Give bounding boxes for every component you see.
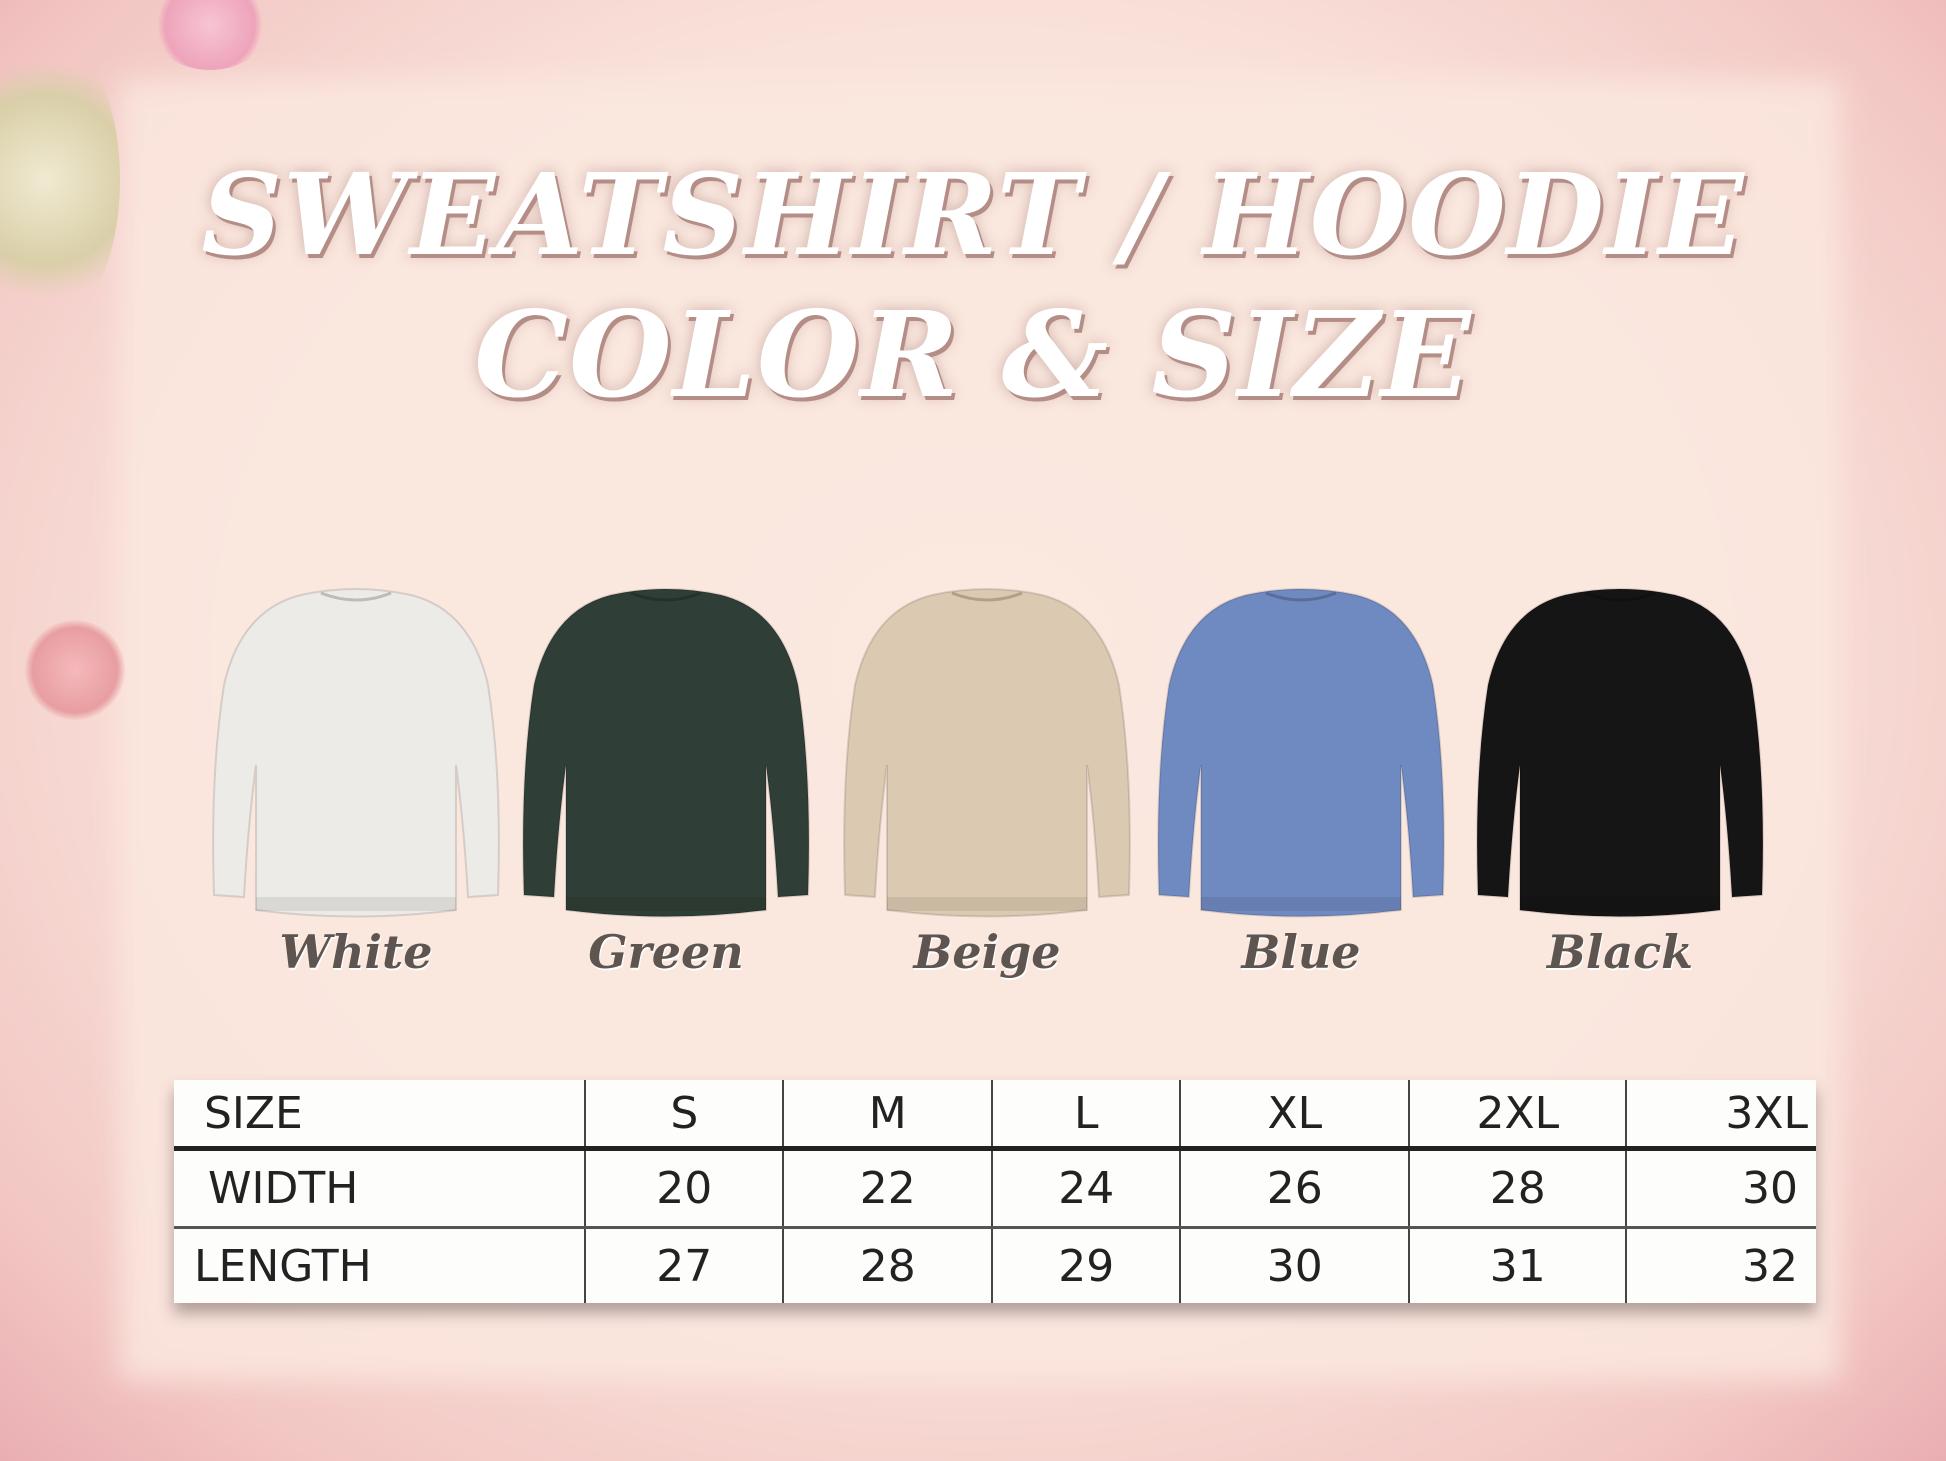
title-line-2: COLOR & SIZE: [474, 285, 1472, 424]
table-cell: 28: [782, 1227, 993, 1303]
header-cell: L: [991, 1080, 1181, 1151]
size-table: SIZE S M L XL 2XL 3XL WIDTH 20 22 24 26 …: [174, 1080, 1816, 1303]
table-cell: 32: [1625, 1227, 1816, 1303]
sweatshirt-blue-image: [1157, 588, 1445, 918]
header-cell: 3XL: [1625, 1080, 1816, 1151]
sweatshirt-white-image: [212, 588, 500, 918]
flower-decoration-icon: [0, 30, 120, 330]
row-label: LENGTH: [194, 1240, 372, 1292]
sweatshirt-black-image: [1476, 588, 1764, 918]
color-label: Green: [588, 925, 744, 979]
table-header-row: SIZE S M L XL 2XL 3XL: [174, 1080, 1816, 1151]
table-cell: 31: [1408, 1227, 1627, 1303]
sweatshirt-green-image: [522, 588, 810, 918]
sweatshirt-beige-image: [843, 588, 1131, 918]
table-cell: 29: [991, 1227, 1181, 1303]
table-cell: 24: [991, 1148, 1181, 1230]
table-cell: 22: [782, 1148, 993, 1230]
table-cell: 28: [1408, 1148, 1627, 1230]
table-cell: 27: [584, 1227, 784, 1303]
header-cell: M: [782, 1080, 993, 1151]
header-cell: XL: [1179, 1080, 1410, 1151]
table-cell: 26: [1179, 1148, 1410, 1230]
color-label: Blue: [1241, 925, 1361, 979]
table-row: LENGTH 27 28 29 30 31 32: [174, 1227, 1816, 1303]
button-decoration-icon: [25, 620, 125, 720]
header-cell: SIZE: [174, 1080, 586, 1151]
color-label: White: [279, 925, 433, 979]
table-cell: 20: [584, 1148, 784, 1230]
header-cell: 2XL: [1408, 1080, 1627, 1151]
color-label: Black: [1546, 925, 1694, 979]
color-label: Beige: [913, 925, 1061, 979]
flower-decoration-icon: [150, 0, 270, 70]
title-line-1: SWEATSHIRT / HOODIE: [201, 150, 1745, 281]
table-row: WIDTH 20 22 24 26 28 30: [174, 1148, 1816, 1230]
row-label: WIDTH: [174, 1148, 586, 1230]
header-cell: S: [584, 1080, 784, 1151]
table-cell: 30: [1625, 1148, 1816, 1230]
table-cell: 30: [1179, 1227, 1410, 1303]
